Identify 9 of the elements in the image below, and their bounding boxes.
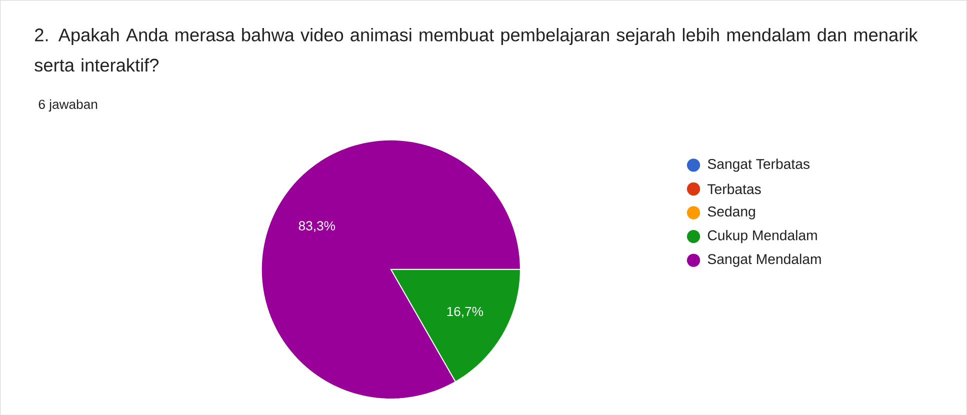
chart-title: 2. Apakah Anda merasa bahwa video animasi membuat pembelajaran sejarah lebih mendalam dan menarik serta interaktif? (34, 28, 918, 72)
legend-label: Sangat Terbatas (708, 158, 810, 172)
legend-label: Terbatas (708, 184, 761, 194)
data-label: 16,7% (447, 306, 484, 318)
legend-label: Sedang (708, 206, 755, 220)
legend-label: Sangat Mendalam (708, 254, 821, 267)
text: 6 jawaban (38, 99, 98, 112)
legend-label: Cukup Mendalam (708, 230, 817, 243)
data-label: 83,3% (298, 220, 336, 232)
